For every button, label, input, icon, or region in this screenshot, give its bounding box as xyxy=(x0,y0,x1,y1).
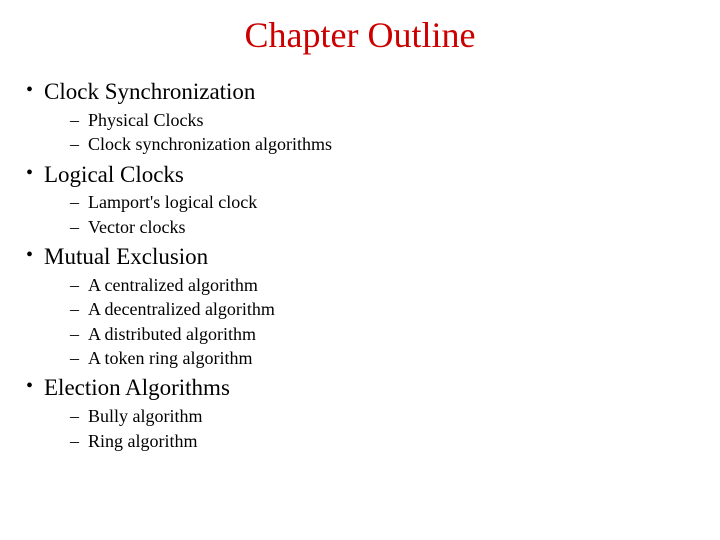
outline-sublist: Lamport's logical clock Vector clocks xyxy=(44,191,700,239)
outline-sublist: Bully algorithm Ring algorithm xyxy=(44,405,700,453)
slide-title: Chapter Outline xyxy=(20,14,700,56)
outline-subitem: Vector clocks xyxy=(70,216,700,239)
outline-list: Clock Synchronization Physical Clocks Cl… xyxy=(20,78,700,453)
outline-item-label: Clock Synchronization xyxy=(44,79,255,104)
outline-item: Election Algorithms Bully algorithm Ring… xyxy=(26,374,700,453)
outline-item: Mutual Exclusion A centralized algorithm… xyxy=(26,243,700,370)
outline-subitem: Physical Clocks xyxy=(70,109,700,132)
slide: Chapter Outline Clock Synchronization Ph… xyxy=(0,0,720,540)
outline-subitem: A distributed algorithm xyxy=(70,323,700,346)
outline-item: Logical Clocks Lamport's logical clock V… xyxy=(26,161,700,240)
outline-subitem: Lamport's logical clock xyxy=(70,191,700,214)
outline-item: Clock Synchronization Physical Clocks Cl… xyxy=(26,78,700,157)
outline-subitem: A centralized algorithm xyxy=(70,274,700,297)
outline-item-label: Logical Clocks xyxy=(44,162,184,187)
outline-subitem: A token ring algorithm xyxy=(70,347,700,370)
outline-subitem: A decentralized algorithm xyxy=(70,298,700,321)
outline-item-label: Mutual Exclusion xyxy=(44,244,208,269)
outline-subitem: Ring algorithm xyxy=(70,430,700,453)
outline-sublist: Physical Clocks Clock synchronization al… xyxy=(44,109,700,157)
outline-subitem: Bully algorithm xyxy=(70,405,700,428)
outline-item-label: Election Algorithms xyxy=(44,375,230,400)
outline-subitem: Clock synchronization algorithms xyxy=(70,133,700,156)
outline-sublist: A centralized algorithm A decentralized … xyxy=(44,274,700,371)
